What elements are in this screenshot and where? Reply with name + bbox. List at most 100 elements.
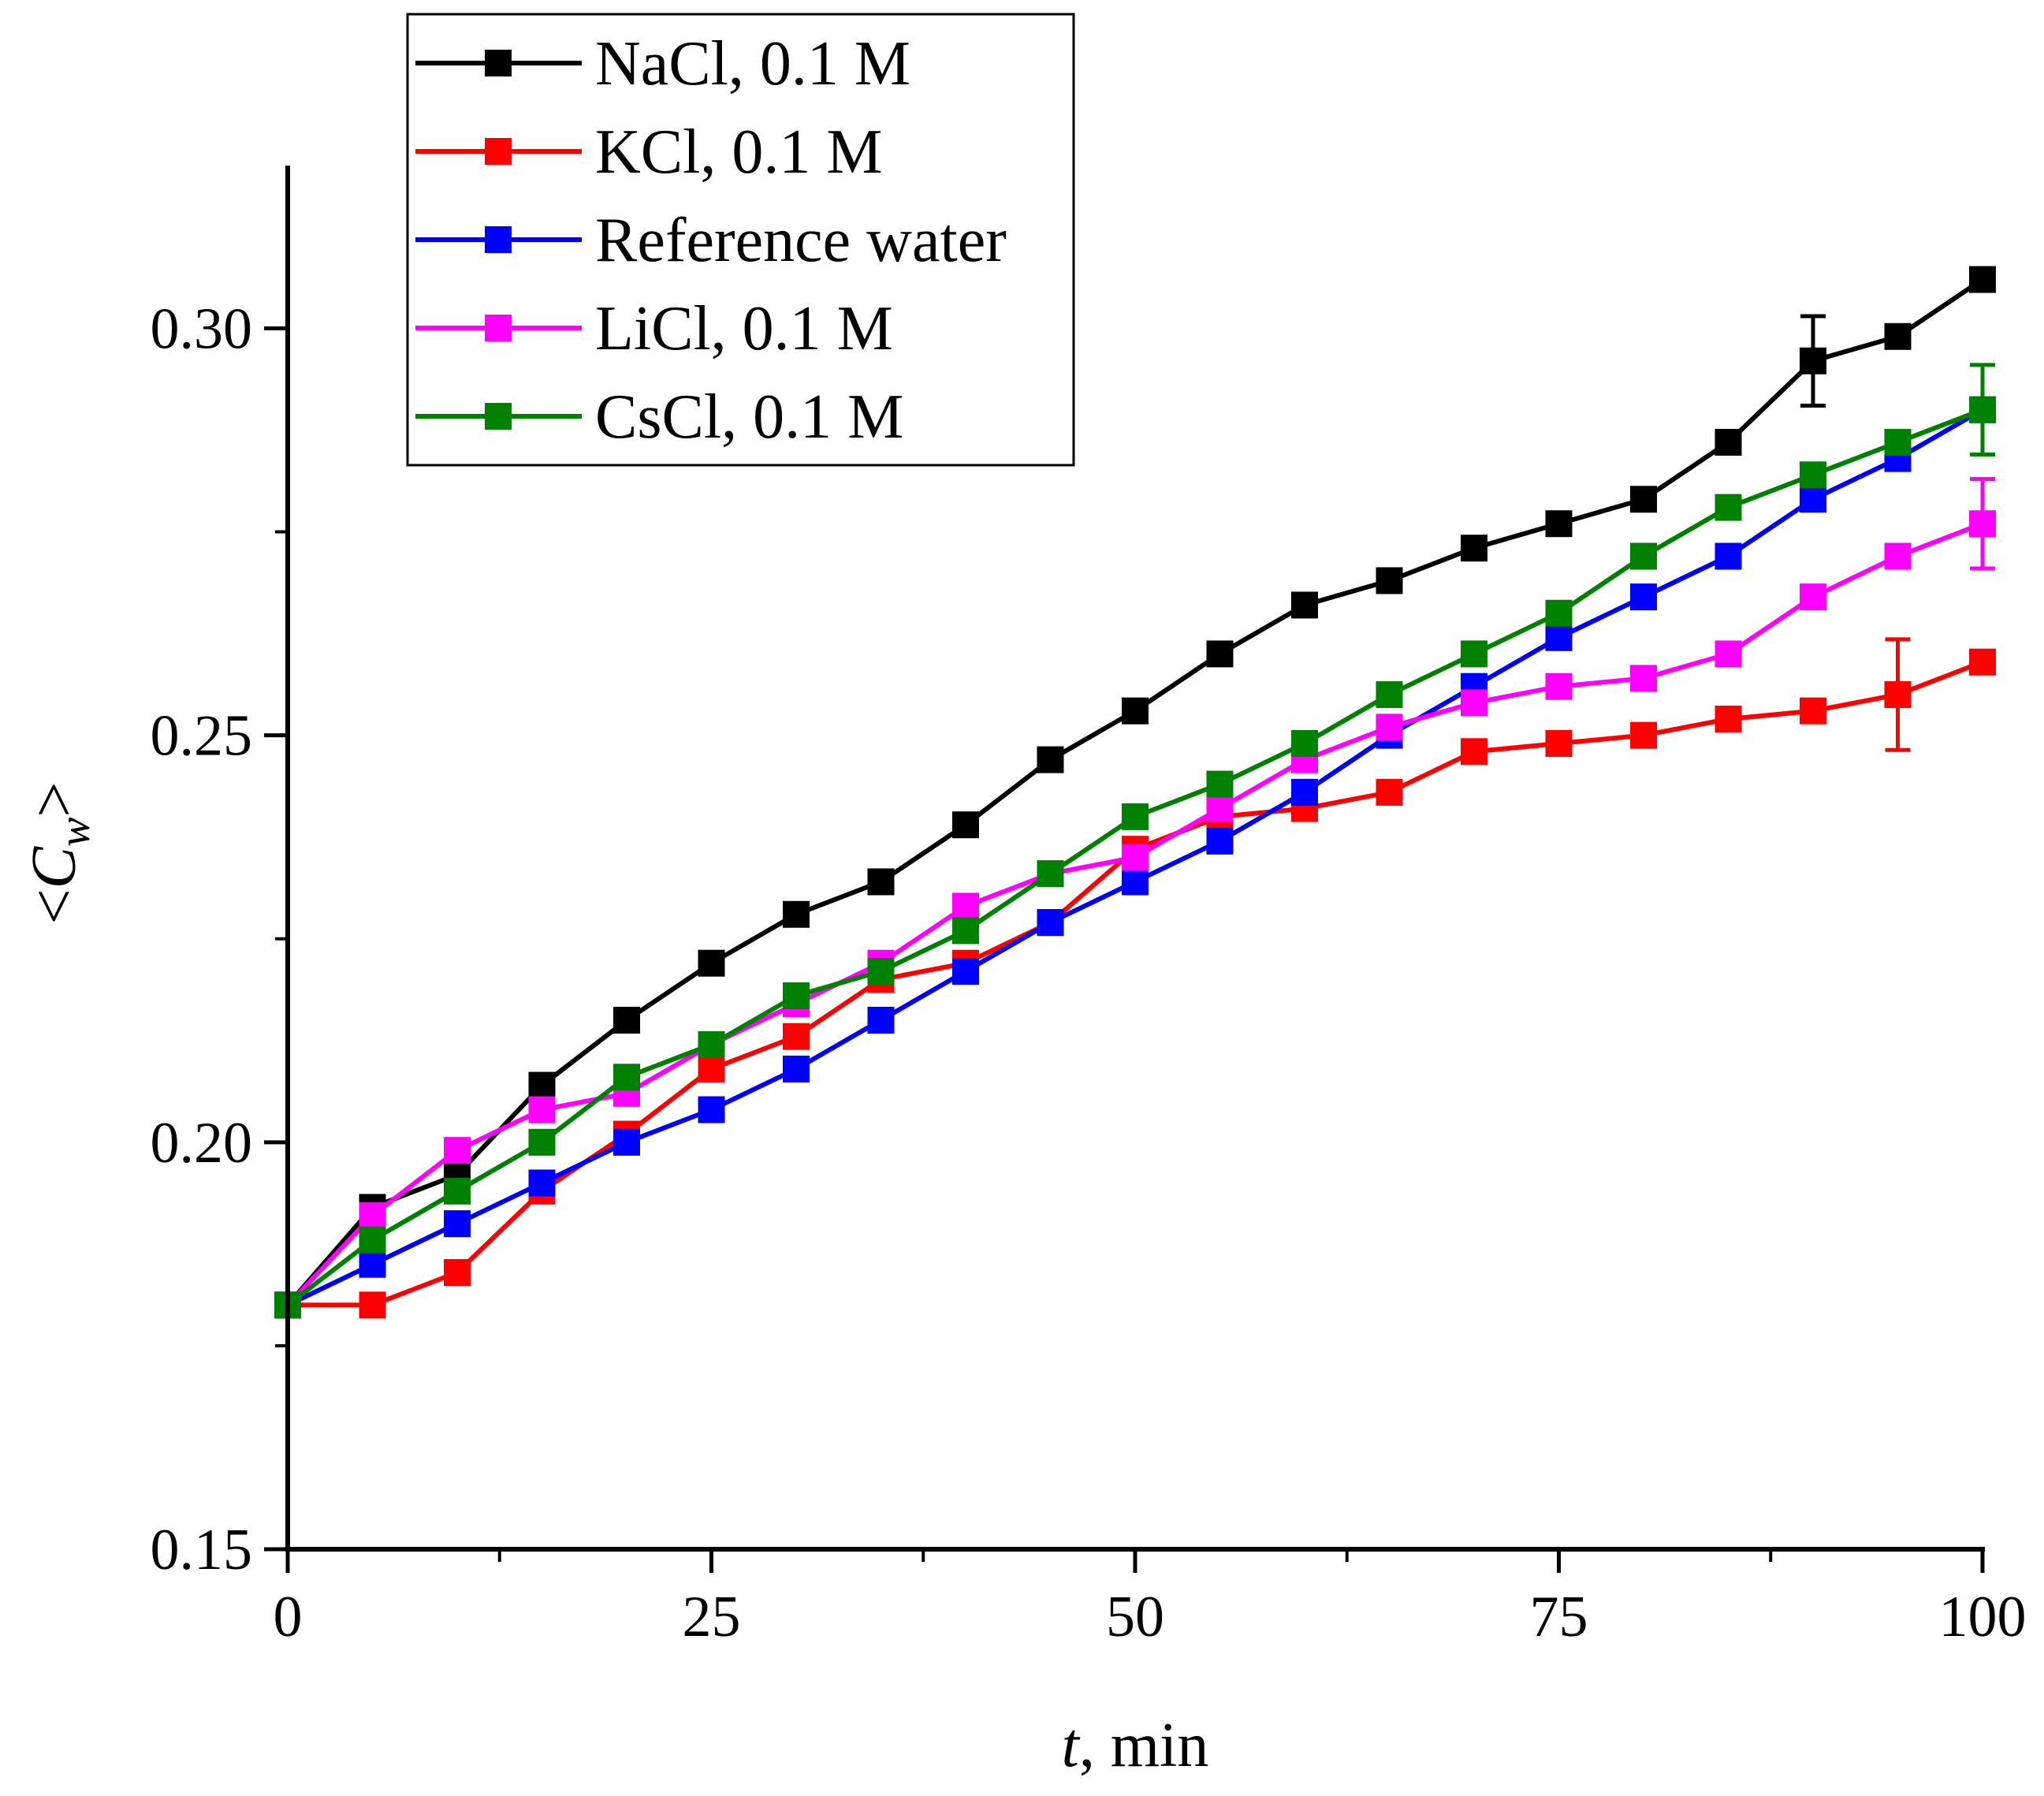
x-tick-label: 100 — [1939, 1585, 2027, 1649]
data-point — [1206, 770, 1234, 798]
series-1 — [274, 637, 1996, 1319]
data-point — [1545, 729, 1573, 757]
data-point — [444, 1259, 471, 1286]
data-point — [444, 1177, 471, 1205]
data-point — [1206, 827, 1234, 855]
x-axis-ticks: 0 25 50 75 100 — [274, 1549, 2027, 1649]
data-point — [1376, 714, 1403, 741]
data-point — [783, 900, 810, 928]
data-point — [1884, 322, 1912, 350]
data-point — [528, 1169, 556, 1197]
data-point — [1545, 510, 1573, 538]
y-axis-title: <Cw> — [20, 782, 99, 925]
legend-entry: Reference water — [415, 206, 1007, 275]
legend-label: Reference water — [595, 206, 1007, 275]
data-point — [1122, 844, 1149, 871]
y-tick-label: 0.15 — [151, 1518, 253, 1582]
legend-entry: KCl, 0.1 M — [415, 117, 883, 187]
data-point — [1969, 510, 1996, 538]
x-axis-unit: , min — [1079, 1711, 1208, 1780]
data-point — [1376, 778, 1403, 806]
y-tick-label: 0.25 — [151, 704, 253, 769]
data-point — [613, 1064, 640, 1091]
y-tick-label: 0.20 — [151, 1111, 253, 1176]
data-point — [1630, 665, 1657, 692]
data-point — [1715, 542, 1742, 570]
y-axis-variable: C — [20, 845, 89, 889]
data-point — [867, 1006, 895, 1034]
data-point — [1376, 567, 1403, 594]
x-tick-label: 75 — [1530, 1585, 1588, 1649]
y-axis-ticks: 0.15 0.20 0.25 0.30 — [151, 296, 288, 1582]
data-point — [1545, 599, 1573, 627]
legend-label: KCl, 0.1 M — [595, 117, 883, 187]
data-point — [1800, 486, 1826, 513]
data-point — [1800, 347, 1826, 374]
y-axis-bracket-close: > — [20, 782, 89, 818]
data-point — [952, 917, 979, 945]
data-point — [1291, 591, 1318, 619]
data-point — [1206, 795, 1234, 822]
data-point — [1206, 640, 1234, 668]
x-tick-label: 0 — [274, 1585, 303, 1649]
data-point — [1800, 461, 1826, 489]
legend-marker — [485, 226, 512, 253]
series-line — [288, 659, 1984, 1308]
series-4 — [274, 363, 1996, 1319]
data-point — [359, 1291, 386, 1319]
legend: NaCl, 0.1 M KCl, 0.1 M Reference water LiCl… — [406, 13, 1075, 467]
data-point — [1122, 697, 1149, 725]
data-point — [698, 1030, 725, 1058]
data-point — [1884, 429, 1912, 456]
data-point — [1122, 868, 1149, 896]
data-point — [1037, 860, 1064, 888]
legend-marker — [485, 315, 512, 341]
y-axis-subscript: w — [50, 818, 99, 847]
data-point — [1037, 746, 1064, 773]
data-point — [1969, 396, 1996, 423]
data-point — [359, 1250, 386, 1278]
legend-marker — [485, 403, 512, 430]
data-point — [952, 958, 979, 986]
data-point — [1545, 624, 1573, 651]
legend-label: CsCl, 0.1 M — [595, 382, 903, 452]
data-point — [613, 1006, 640, 1034]
data-point — [1800, 697, 1826, 725]
data-point — [1715, 706, 1742, 732]
data-point — [952, 811, 979, 839]
data-point — [867, 868, 895, 896]
data-point — [528, 1128, 556, 1156]
data-point — [1037, 909, 1064, 937]
legend-entry: CsCl, 0.1 M — [415, 382, 903, 452]
data-point — [1630, 721, 1657, 749]
x-tick-label: 50 — [1106, 1585, 1164, 1649]
data-point — [1630, 486, 1657, 513]
data-point — [359, 1226, 386, 1254]
data-point — [444, 1137, 471, 1164]
data-point — [1461, 689, 1487, 717]
y-axis-bracket-open: < — [20, 889, 89, 924]
data-point — [1884, 681, 1912, 709]
data-point — [1291, 778, 1318, 806]
y-tick-label: 0.30 — [151, 296, 253, 361]
data-point — [613, 1128, 640, 1156]
data-point — [867, 958, 895, 986]
x-axis-variable: t — [1062, 1711, 1081, 1780]
data-point — [698, 1055, 725, 1082]
data-point — [1969, 648, 1996, 676]
data-point — [1630, 542, 1657, 570]
data-point — [1461, 738, 1487, 766]
data-point — [1122, 803, 1149, 830]
data-point — [1461, 535, 1487, 562]
data-point — [783, 1055, 810, 1082]
data-point — [1884, 542, 1912, 570]
data-point — [1800, 583, 1826, 611]
data-point — [1630, 583, 1657, 611]
legend-marker — [485, 50, 512, 76]
data-point — [444, 1210, 471, 1238]
x-tick-label: 25 — [683, 1585, 741, 1649]
legend-label: NaCl, 0.1 M — [595, 29, 910, 99]
data-point — [1715, 640, 1742, 668]
data-point — [1376, 681, 1403, 709]
